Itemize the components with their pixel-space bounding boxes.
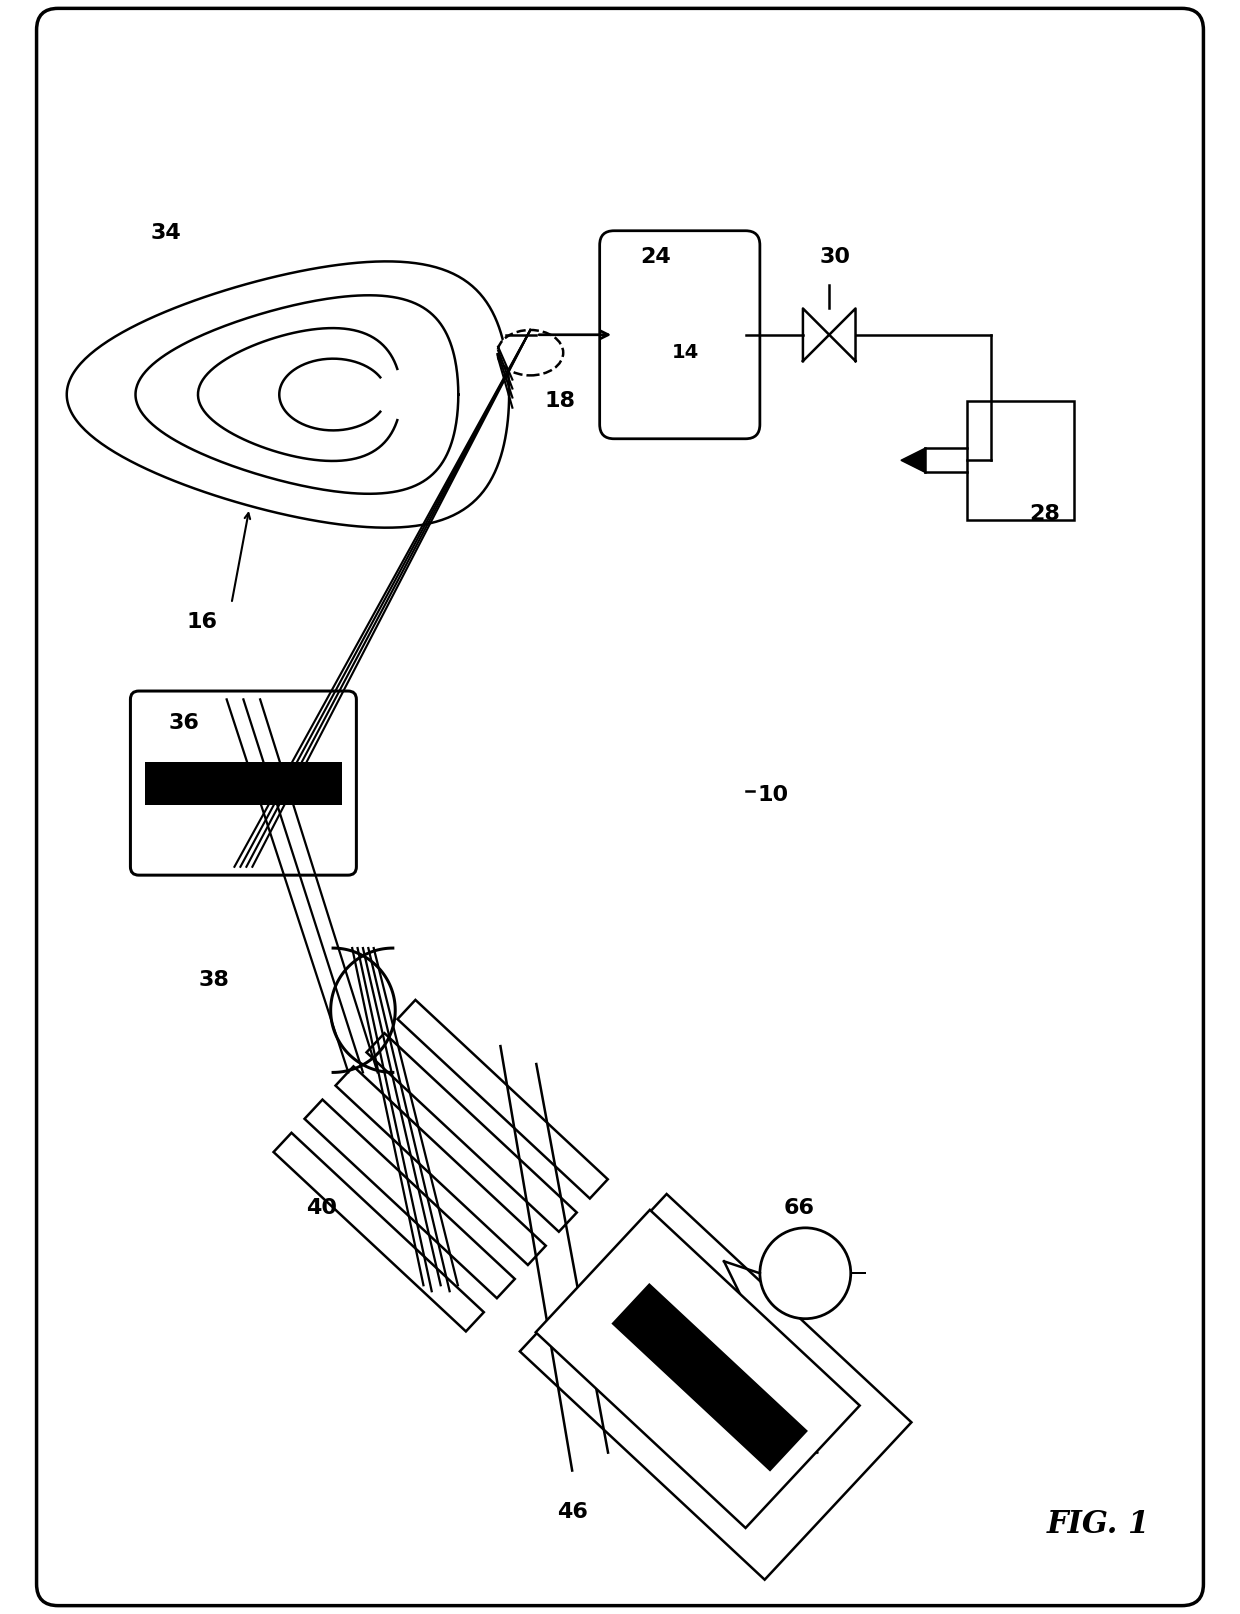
FancyBboxPatch shape (967, 400, 1074, 520)
Text: 38: 38 (198, 970, 229, 991)
Polygon shape (305, 1099, 515, 1298)
FancyBboxPatch shape (36, 8, 1204, 1606)
FancyBboxPatch shape (145, 776, 342, 805)
Text: 18: 18 (544, 391, 575, 410)
Polygon shape (367, 1033, 577, 1231)
Text: 30: 30 (820, 247, 851, 266)
Polygon shape (536, 1210, 859, 1528)
Text: 10: 10 (758, 784, 789, 805)
Text: 46: 46 (557, 1503, 588, 1522)
Text: 28: 28 (1029, 504, 1060, 525)
FancyBboxPatch shape (130, 691, 356, 875)
Text: FIG. 1: FIG. 1 (1047, 1509, 1149, 1540)
Text: 36: 36 (169, 713, 200, 733)
FancyBboxPatch shape (600, 231, 760, 439)
Polygon shape (274, 1133, 484, 1332)
Polygon shape (336, 1067, 546, 1265)
Text: 24: 24 (641, 247, 671, 266)
Text: 40: 40 (305, 1198, 336, 1217)
Text: 34: 34 (150, 223, 181, 244)
Text: 66: 66 (784, 1198, 815, 1217)
FancyBboxPatch shape (145, 762, 342, 791)
Ellipse shape (497, 329, 563, 376)
Circle shape (760, 1228, 851, 1319)
Text: 16: 16 (186, 612, 217, 631)
Polygon shape (613, 1285, 807, 1470)
Polygon shape (520, 1194, 911, 1580)
Polygon shape (398, 1001, 608, 1199)
Text: 14: 14 (672, 344, 699, 362)
Polygon shape (901, 449, 925, 473)
